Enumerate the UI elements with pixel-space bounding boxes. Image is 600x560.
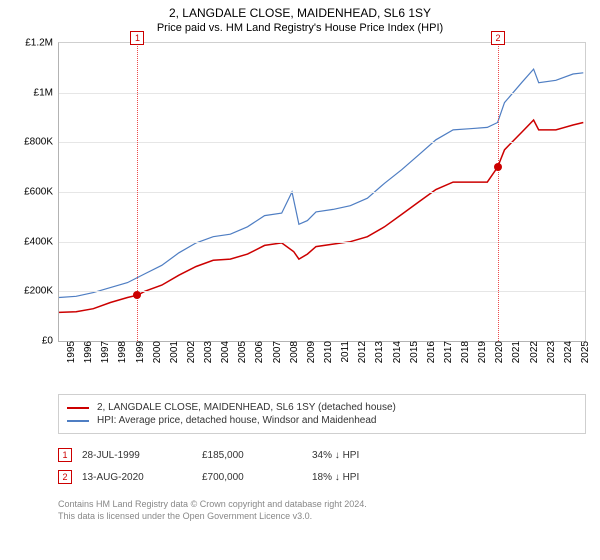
points-date: 28-JUL-1999 (82, 450, 202, 461)
x-axis-label: 2016 (422, 341, 437, 363)
y-axis-label: £1.2M (25, 38, 59, 49)
title-block: 2, LANGDALE CLOSE, MAIDENHEAD, SL6 1SY P… (14, 6, 586, 34)
points-marker-box: 1 (58, 448, 72, 462)
plot-region: £0£200K£400K£600K£800K£1M£1.2M1995199619… (58, 42, 586, 342)
x-axis-label: 2025 (576, 341, 591, 363)
x-axis-label: 2019 (473, 341, 488, 363)
points-row: 1 28-JUL-1999£185,00034% ↓ HPI (58, 444, 586, 466)
x-axis-label: 2020 (490, 341, 505, 363)
event-marker-box: 1 (130, 31, 144, 45)
x-axis-label: 2004 (216, 341, 231, 363)
y-axis-label: £200K (24, 286, 59, 297)
x-axis-label: 1999 (131, 341, 146, 363)
legend: 2, LANGDALE CLOSE, MAIDENHEAD, SL6 1SY (… (58, 394, 586, 434)
x-axis-label: 2017 (439, 341, 454, 363)
x-axis-label: 2003 (199, 341, 214, 363)
points-delta: 34% ↓ HPI (312, 450, 422, 461)
credits-line-1: Contains HM Land Registry data © Crown c… (58, 498, 586, 510)
credits-line-2: This data is licensed under the Open Gov… (58, 510, 586, 522)
legend-swatch (67, 420, 89, 422)
points-marker-box: 2 (58, 470, 72, 484)
legend-row: HPI: Average price, detached house, Wind… (67, 415, 577, 426)
x-axis-label: 2008 (285, 341, 300, 363)
x-axis-label: 2011 (336, 341, 351, 363)
x-axis-label: 1995 (62, 341, 77, 363)
x-axis-label: 2021 (507, 341, 522, 363)
page-title: 2, LANGDALE CLOSE, MAIDENHEAD, SL6 1SY (14, 6, 586, 20)
event-marker-box: 2 (491, 31, 505, 45)
chart-container: 2, LANGDALE CLOSE, MAIDENHEAD, SL6 1SY P… (0, 0, 600, 560)
x-axis-label: 1996 (79, 341, 94, 363)
points-price: £700,000 (202, 472, 312, 483)
x-axis-label: 2022 (525, 341, 540, 363)
x-axis-label: 2006 (250, 341, 265, 363)
x-axis-label: 2007 (268, 341, 283, 363)
x-axis-label: 2001 (165, 341, 180, 363)
below-chart: 2, LANGDALE CLOSE, MAIDENHEAD, SL6 1SY (… (58, 394, 586, 522)
x-axis-label: 2013 (370, 341, 385, 363)
x-axis-label: 2015 (405, 341, 420, 363)
x-axis-label: 2000 (148, 341, 163, 363)
x-axis-label: 2005 (233, 341, 248, 363)
credits: Contains HM Land Registry data © Crown c… (58, 498, 586, 522)
legend-label: 2, LANGDALE CLOSE, MAIDENHEAD, SL6 1SY (… (97, 402, 396, 413)
points-row: 2 13-AUG-2020£700,00018% ↓ HPI (58, 466, 586, 488)
chart-area: £0£200K£400K£600K£800K£1M£1.2M1995199619… (58, 42, 586, 342)
event-dot (133, 291, 141, 299)
x-axis-label: 2012 (353, 341, 368, 363)
legend-row: 2, LANGDALE CLOSE, MAIDENHEAD, SL6 1SY (… (67, 402, 577, 413)
points-date: 13-AUG-2020 (82, 472, 202, 483)
y-axis-label: £1M (34, 87, 59, 98)
legend-label: HPI: Average price, detached house, Wind… (97, 415, 376, 426)
event-vline (498, 43, 499, 341)
y-axis-label: £0 (42, 336, 59, 347)
x-axis-label: 1998 (113, 341, 128, 363)
points-price: £185,000 (202, 450, 312, 461)
y-axis-label: £400K (24, 236, 59, 247)
x-axis-label: 2014 (388, 341, 403, 363)
x-axis-label: 1997 (96, 341, 111, 363)
x-axis-label: 2024 (559, 341, 574, 363)
y-axis-label: £600K (24, 187, 59, 198)
x-axis-label: 2018 (456, 341, 471, 363)
x-axis-label: 2009 (302, 341, 317, 363)
points-delta: 18% ↓ HPI (312, 472, 422, 483)
y-axis-label: £800K (24, 137, 59, 148)
x-axis-label: 2002 (182, 341, 197, 363)
x-axis-label: 2023 (542, 341, 557, 363)
x-axis-label: 2010 (319, 341, 334, 363)
points-table: 1 28-JUL-1999£185,00034% ↓ HPI 2 13-AUG-202… (58, 444, 586, 488)
legend-swatch (67, 407, 89, 409)
event-dot (494, 163, 502, 171)
